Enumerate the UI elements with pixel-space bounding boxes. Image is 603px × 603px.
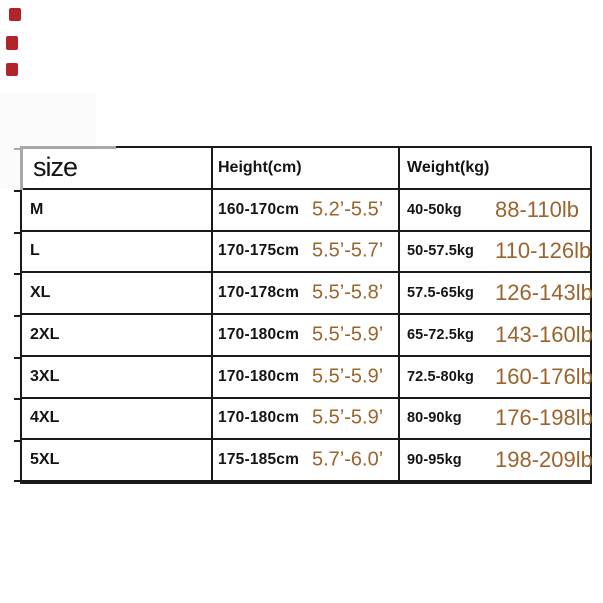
weight-lb-value: 198-209lb [495,447,593,473]
header-size-cell: size [22,148,213,188]
table-row: 5XL 175-185cm 5.7’-6.0’ 90-95kg 198-209l… [22,440,593,482]
row-line-tick [14,440,22,442]
size-cell: 5XL [22,440,213,480]
height-cell: 160-170cm 5.2’-5.5’ [213,189,400,230]
header-weight-cell: Weight(kg) [400,148,590,188]
left-edge-red-mark [9,8,21,21]
weight-cell: 65-72.5kg 143-160lb [400,315,593,355]
height-ft-value: 5.7’-6.0’ [312,448,384,471]
table-row: 4XL 170-180cm 5.5’-5.9’ 80-90kg 176-198l… [22,398,593,441]
header-size-label: size [33,152,78,183]
weight-kg-value: 50-57.5kg [407,243,474,260]
height-ft-value: 5.5’-5.8’ [312,281,384,304]
weight-lb-value: 88-110lb [495,196,579,222]
size-cell: XL [22,273,213,313]
height-ft-value: 5.5’-5.9’ [312,323,384,346]
height-cm-value: 175-185cm [218,451,300,469]
height-ft-value: 5.5’-5.7’ [312,239,384,262]
height-cell: 170-180cm 5.5’-5.9’ [213,356,400,397]
table-row: 3XL 170-180cm 5.5’-5.9’ 72.5-80kg 160-17… [22,356,593,399]
height-cm-value: 160-170cm [218,200,300,218]
height-cell: 175-185cm 5.7’-6.0’ [213,440,400,480]
height-cell: 170-178cm 5.5’-5.8’ [213,273,400,313]
height-cell: 170-180cm 5.5’-5.9’ [213,398,400,439]
row-line-tick [14,398,22,400]
row-line-tick [14,357,22,359]
weight-kg-value: 40-50kg [407,201,462,218]
size-cell: 3XL [22,356,213,397]
table-header-row: size Height(cm) Weight(kg) [22,148,590,190]
height-cm-value: 170-180cm [218,409,300,427]
row-line-tick [14,273,22,275]
size-value: 2XL [30,325,60,343]
weight-lb-value: 176-198lb [495,405,593,431]
table-row: L 170-175cm 5.5’-5.7’ 50-57.5kg 110-126l… [22,231,592,274]
weight-lb-value: 126-143lb [495,280,593,306]
table-row: 2XL 170-180cm 5.5’-5.9’ 65-72.5kg 143-16… [22,315,593,357]
header-height-label: Height(cm) [218,158,302,176]
weight-lb-value: 143-160lb [495,321,593,347]
size-value: 4XL [30,409,60,427]
weight-cell: 90-95kg 198-209lb [400,440,593,480]
row-line-tick [14,315,22,317]
height-cm-value: 170-180cm [218,325,300,343]
row-line-tick [14,190,22,192]
row-line-tick [14,232,22,234]
height-ft-value: 5.2’-5.5’ [312,198,384,221]
size-cell: L [22,231,213,272]
height-cm-value: 170-180cm [218,367,300,385]
size-cell: 2XL [22,315,213,355]
weight-kg-value: 72.5-80kg [407,368,474,385]
size-table: size Height(cm) Weight(kg) M 160-170cm 5… [14,146,593,484]
size-cell: 4XL [22,398,213,439]
weight-lb-value: 110-126lb [495,238,592,264]
weight-kg-value: 80-90kg [407,410,462,427]
size-value: XL [30,284,51,302]
size-value: 5XL [30,451,60,469]
weight-kg-value: 57.5-65kg [407,285,474,302]
weight-lb-value: 160-176lb [495,363,593,389]
table-row: XL 170-178cm 5.5’-5.8’ 57.5-65kg 126-143… [22,273,593,315]
height-cm-value: 170-178cm [218,284,300,302]
row-line-tick [14,480,22,482]
size-cell: M [22,189,213,230]
header-weight-label: Weight(kg) [407,158,490,176]
left-edge-red-mark [6,63,18,76]
left-edge-red-mark [6,36,18,50]
row-line-tick [14,148,22,150]
weight-cell: 40-50kg 88-110lb [400,190,590,230]
size-value: 3XL [30,367,60,385]
height-cell: 170-180cm 5.5’-5.9’ [213,315,400,355]
weight-cell: 50-57.5kg 110-126lb [400,232,592,272]
size-value: M [30,200,44,218]
height-cell: 170-175cm 5.5’-5.7’ [213,231,400,272]
header-height-cell: Height(cm) [213,148,400,188]
table-row: M 160-170cm 5.2’-5.5’ 40-50kg 88-110lb [22,189,590,232]
weight-kg-value: 65-72.5kg [407,326,474,343]
size-value: L [30,242,40,260]
height-ft-value: 5.5’-5.9’ [312,365,384,388]
height-cm-value: 170-175cm [218,242,300,260]
weight-kg-value: 90-95kg [407,452,462,469]
weight-cell: 80-90kg 176-198lb [400,399,593,439]
weight-cell: 72.5-80kg 160-176lb [400,357,593,397]
height-ft-value: 5.5’-5.9’ [312,406,384,429]
weight-cell: 57.5-65kg 126-143lb [400,273,593,313]
